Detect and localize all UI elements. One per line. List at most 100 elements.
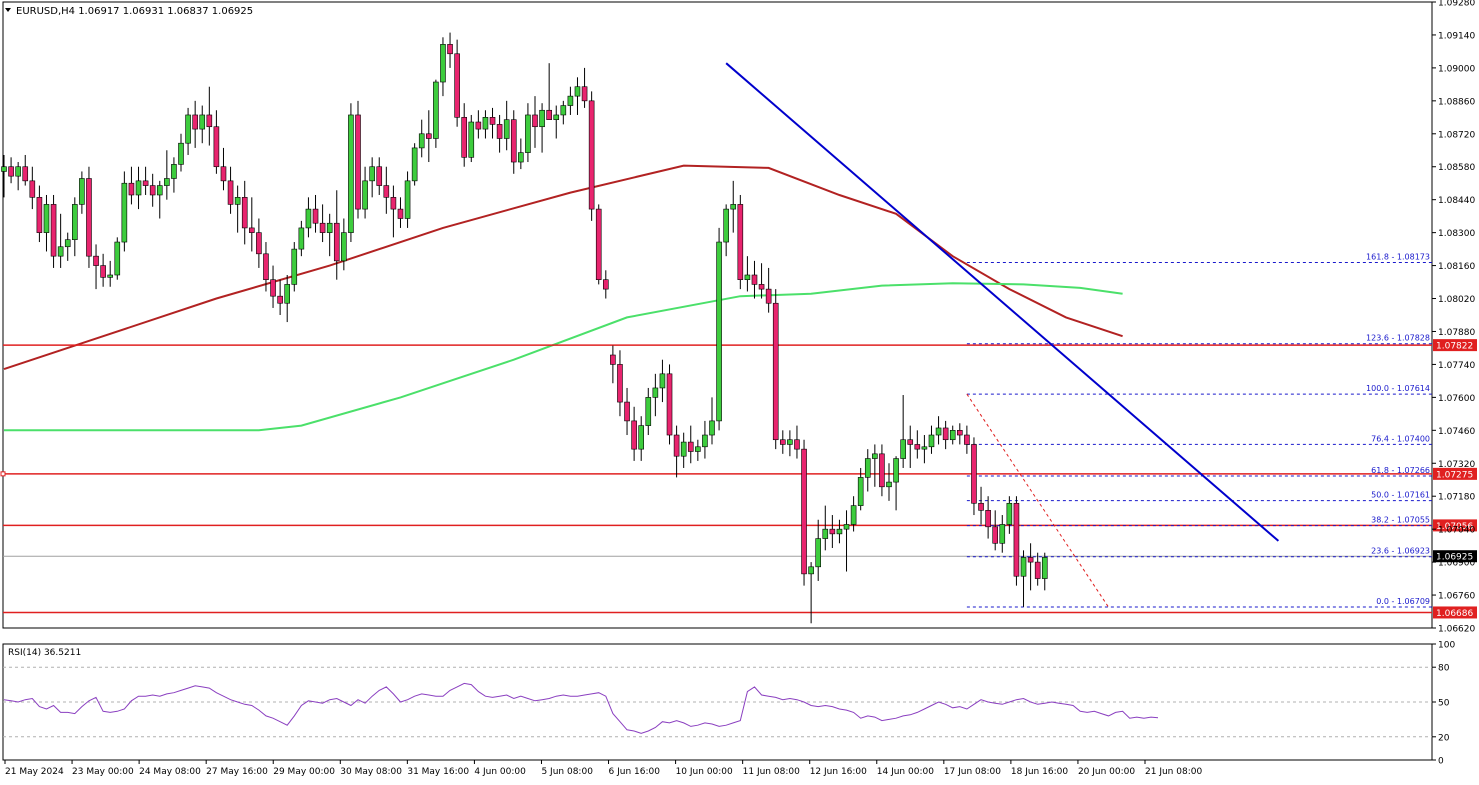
fib-level-label: 161.8 - 1.08173 (1366, 253, 1430, 262)
candle-body (765, 288, 772, 304)
candle-body (949, 430, 956, 441)
candle-body (638, 425, 645, 450)
candle-body (879, 453, 885, 488)
candle-body (574, 86, 581, 97)
candle-body (341, 232, 347, 262)
level-anchor-marker[interactable] (0, 471, 6, 477)
fib-anchor-line[interactable] (966, 393, 1109, 608)
candle-body (206, 114, 213, 128)
candle-body (475, 121, 482, 130)
price-tick-label: 1.08300 (1438, 229, 1475, 239)
candle-body (659, 373, 666, 389)
price-tick-label: 1.07180 (1438, 493, 1475, 503)
candle-body (857, 477, 864, 506)
candle-body (461, 117, 468, 158)
candle-body (128, 182, 135, 196)
candle-body (709, 420, 715, 436)
candle-body (213, 126, 220, 168)
candle-body (440, 44, 446, 83)
price-tick-label: 1.08860 (1438, 97, 1475, 107)
candle-body (482, 117, 489, 130)
candle-body (716, 241, 722, 422)
level-price-label: 1.07822 (1436, 342, 1473, 352)
candle-body (723, 208, 729, 243)
candle-body (1, 166, 7, 172)
price-tick-label: 1.06900 (1438, 559, 1475, 569)
candle-body (1041, 557, 1048, 579)
candle-body (404, 180, 411, 219)
candle-body (241, 197, 248, 229)
candle-body (319, 222, 326, 233)
candle-body (15, 166, 21, 177)
candle-body (171, 164, 177, 179)
candle-body (1034, 561, 1041, 579)
fib-level-label: 38.2 - 1.07055 (1371, 516, 1430, 525)
candle-body (425, 133, 432, 139)
candle-body (553, 114, 560, 120)
candle-body (489, 117, 496, 125)
candle-body (921, 446, 928, 450)
candle-body (348, 114, 354, 233)
level-price-tag (1433, 519, 1477, 532)
level-price-label: 1.06686 (1436, 609, 1473, 619)
candle-body (631, 420, 637, 450)
candle-body (546, 109, 552, 120)
rsi-tick-label: 80 (1438, 664, 1450, 674)
price-tick-label: 1.06760 (1438, 592, 1475, 602)
price-tick-label: 1.08020 (1438, 295, 1475, 305)
candle-body (36, 197, 43, 233)
candle-body (383, 185, 390, 198)
candle-body (57, 246, 64, 257)
price-tick-label: 1.08440 (1438, 196, 1475, 206)
time-tick-label: 29 May 00:00 (273, 767, 335, 777)
candle-body (355, 114, 361, 210)
candle-body (142, 180, 149, 186)
candle-body (850, 505, 857, 525)
rsi-tick-label: 100 (1438, 641, 1455, 651)
price-tick-label: 1.07880 (1438, 328, 1475, 338)
fib-level-label: 23.6 - 1.06923 (1371, 547, 1430, 556)
candle-body (284, 284, 291, 304)
bearish-trendline[interactable] (725, 62, 1280, 542)
candle-body (886, 481, 892, 488)
price-tick-label: 1.07040 (1438, 526, 1475, 536)
price-tick-label: 1.06620 (1438, 625, 1475, 635)
time-tick-label: 6 Jun 16:00 (609, 767, 661, 777)
candle-body (298, 227, 305, 250)
time-tick-label: 12 Jun 16:00 (810, 767, 867, 777)
time-tick-label: 23 May 00:00 (72, 767, 134, 777)
candle-body (525, 114, 531, 153)
candle-body (418, 133, 425, 149)
candle-body (992, 526, 999, 544)
candle-body (411, 147, 418, 182)
candle-body (744, 274, 751, 280)
candle-body (971, 444, 977, 504)
candle-body (680, 441, 687, 457)
candle-body (751, 274, 758, 285)
candle-body (702, 434, 708, 448)
candle-body (602, 279, 609, 290)
price-tick-label: 1.07460 (1438, 427, 1475, 437)
candle-body (121, 182, 128, 243)
symbol-header: EURUSD,H4 1.06917 1.06931 1.06837 1.0692… (16, 6, 253, 17)
candle-body (390, 197, 397, 210)
candle-body (956, 430, 963, 436)
candle-body (100, 265, 106, 278)
price-tick-label: 1.08580 (1438, 163, 1475, 173)
candle-body (277, 295, 283, 304)
candle-body (135, 180, 142, 196)
candle-body (695, 446, 701, 452)
price-tick-label: 1.07320 (1438, 460, 1475, 470)
candle-body (93, 255, 99, 266)
current-price-label: 1.06925 (1436, 553, 1473, 563)
candle-body (836, 528, 843, 535)
candle-body (433, 81, 439, 139)
candle-body (595, 208, 602, 280)
time-tick-label: 21 May 2024 (5, 767, 64, 777)
symbol-dropdown-icon[interactable] (5, 8, 11, 12)
time-tick-label: 14 Jun 00:00 (877, 767, 934, 777)
candle-body (978, 502, 984, 511)
candle-body (779, 439, 786, 445)
candle-body (1020, 557, 1027, 577)
